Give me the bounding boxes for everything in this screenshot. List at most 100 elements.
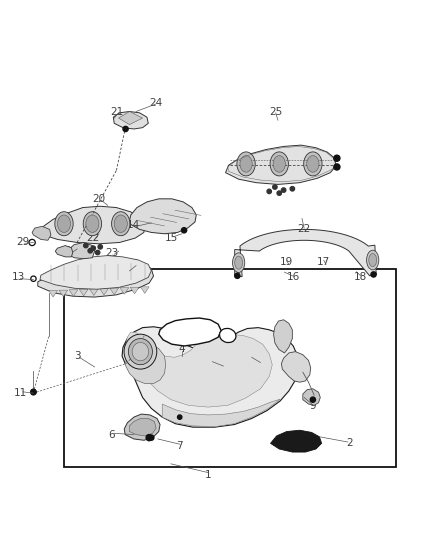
- Polygon shape: [59, 290, 67, 297]
- Ellipse shape: [235, 256, 243, 269]
- Text: 15: 15: [164, 233, 177, 243]
- Text: 1: 1: [205, 470, 212, 480]
- Text: 4: 4: [179, 344, 185, 354]
- Circle shape: [371, 272, 376, 277]
- Bar: [64, 269, 396, 467]
- Circle shape: [95, 251, 100, 255]
- Polygon shape: [120, 288, 129, 294]
- Polygon shape: [235, 229, 376, 277]
- Polygon shape: [124, 414, 160, 440]
- Text: 9: 9: [310, 401, 316, 411]
- Polygon shape: [271, 430, 321, 452]
- Circle shape: [84, 244, 88, 248]
- Circle shape: [31, 390, 36, 395]
- Text: 11: 11: [14, 388, 27, 398]
- Text: 17: 17: [317, 257, 330, 267]
- Ellipse shape: [273, 156, 286, 172]
- Circle shape: [32, 277, 35, 280]
- Text: 18: 18: [354, 272, 367, 282]
- Polygon shape: [40, 256, 151, 289]
- Ellipse shape: [112, 212, 130, 236]
- Text: 8: 8: [246, 351, 253, 361]
- Text: 14: 14: [127, 220, 141, 230]
- Polygon shape: [110, 288, 119, 295]
- Text: 23: 23: [106, 248, 119, 259]
- Ellipse shape: [219, 328, 236, 343]
- Circle shape: [88, 248, 92, 253]
- Polygon shape: [113, 111, 148, 129]
- Text: 19: 19: [280, 257, 293, 267]
- Polygon shape: [226, 145, 336, 184]
- Polygon shape: [100, 288, 108, 295]
- Ellipse shape: [86, 215, 99, 232]
- Ellipse shape: [55, 212, 73, 236]
- Ellipse shape: [304, 152, 322, 176]
- Polygon shape: [89, 289, 98, 295]
- Circle shape: [149, 435, 154, 440]
- Polygon shape: [303, 389, 320, 405]
- Text: 21: 21: [110, 107, 123, 117]
- Polygon shape: [130, 199, 196, 234]
- Ellipse shape: [367, 250, 379, 270]
- Polygon shape: [39, 206, 145, 244]
- Text: 25: 25: [269, 107, 283, 117]
- Polygon shape: [141, 287, 149, 293]
- Text: 22: 22: [297, 224, 311, 235]
- Circle shape: [177, 415, 182, 419]
- Circle shape: [334, 155, 340, 161]
- Polygon shape: [122, 327, 298, 427]
- Ellipse shape: [128, 338, 152, 365]
- Polygon shape: [38, 259, 153, 297]
- Polygon shape: [125, 332, 272, 407]
- Circle shape: [146, 434, 152, 441]
- Circle shape: [30, 241, 34, 244]
- Circle shape: [310, 397, 315, 402]
- Ellipse shape: [307, 156, 319, 172]
- Polygon shape: [282, 352, 311, 382]
- Ellipse shape: [114, 215, 127, 232]
- Polygon shape: [125, 344, 166, 384]
- Circle shape: [181, 228, 187, 233]
- Text: 22: 22: [86, 233, 99, 243]
- Ellipse shape: [270, 152, 288, 176]
- Circle shape: [98, 245, 102, 249]
- Circle shape: [31, 389, 36, 394]
- Polygon shape: [32, 227, 51, 240]
- Circle shape: [29, 239, 35, 246]
- Circle shape: [273, 185, 277, 189]
- Polygon shape: [55, 246, 73, 257]
- Polygon shape: [69, 290, 78, 296]
- Circle shape: [267, 189, 272, 193]
- Ellipse shape: [57, 215, 71, 232]
- Text: 5: 5: [209, 356, 216, 365]
- Circle shape: [123, 126, 128, 132]
- Ellipse shape: [237, 152, 255, 176]
- Polygon shape: [49, 290, 57, 297]
- Circle shape: [31, 276, 36, 281]
- Circle shape: [277, 191, 282, 195]
- Text: 3: 3: [74, 351, 81, 361]
- Text: 2: 2: [346, 438, 353, 448]
- Text: 28: 28: [64, 246, 77, 256]
- Text: 16: 16: [286, 272, 300, 282]
- Polygon shape: [159, 318, 221, 346]
- Circle shape: [290, 187, 294, 191]
- Circle shape: [282, 188, 286, 192]
- Text: 12: 12: [127, 260, 141, 269]
- Ellipse shape: [124, 334, 157, 369]
- Polygon shape: [119, 111, 143, 125]
- Ellipse shape: [369, 254, 377, 266]
- Polygon shape: [274, 320, 292, 353]
- Circle shape: [91, 246, 95, 251]
- Polygon shape: [68, 243, 95, 259]
- Text: 13: 13: [11, 272, 25, 282]
- Ellipse shape: [240, 156, 252, 172]
- Text: 24: 24: [149, 98, 162, 108]
- Text: 20: 20: [92, 194, 106, 204]
- Text: 6: 6: [109, 430, 115, 440]
- Text: 29: 29: [16, 238, 29, 247]
- Circle shape: [235, 273, 240, 278]
- Text: 7: 7: [177, 440, 183, 450]
- Polygon shape: [130, 418, 156, 436]
- Ellipse shape: [83, 212, 102, 236]
